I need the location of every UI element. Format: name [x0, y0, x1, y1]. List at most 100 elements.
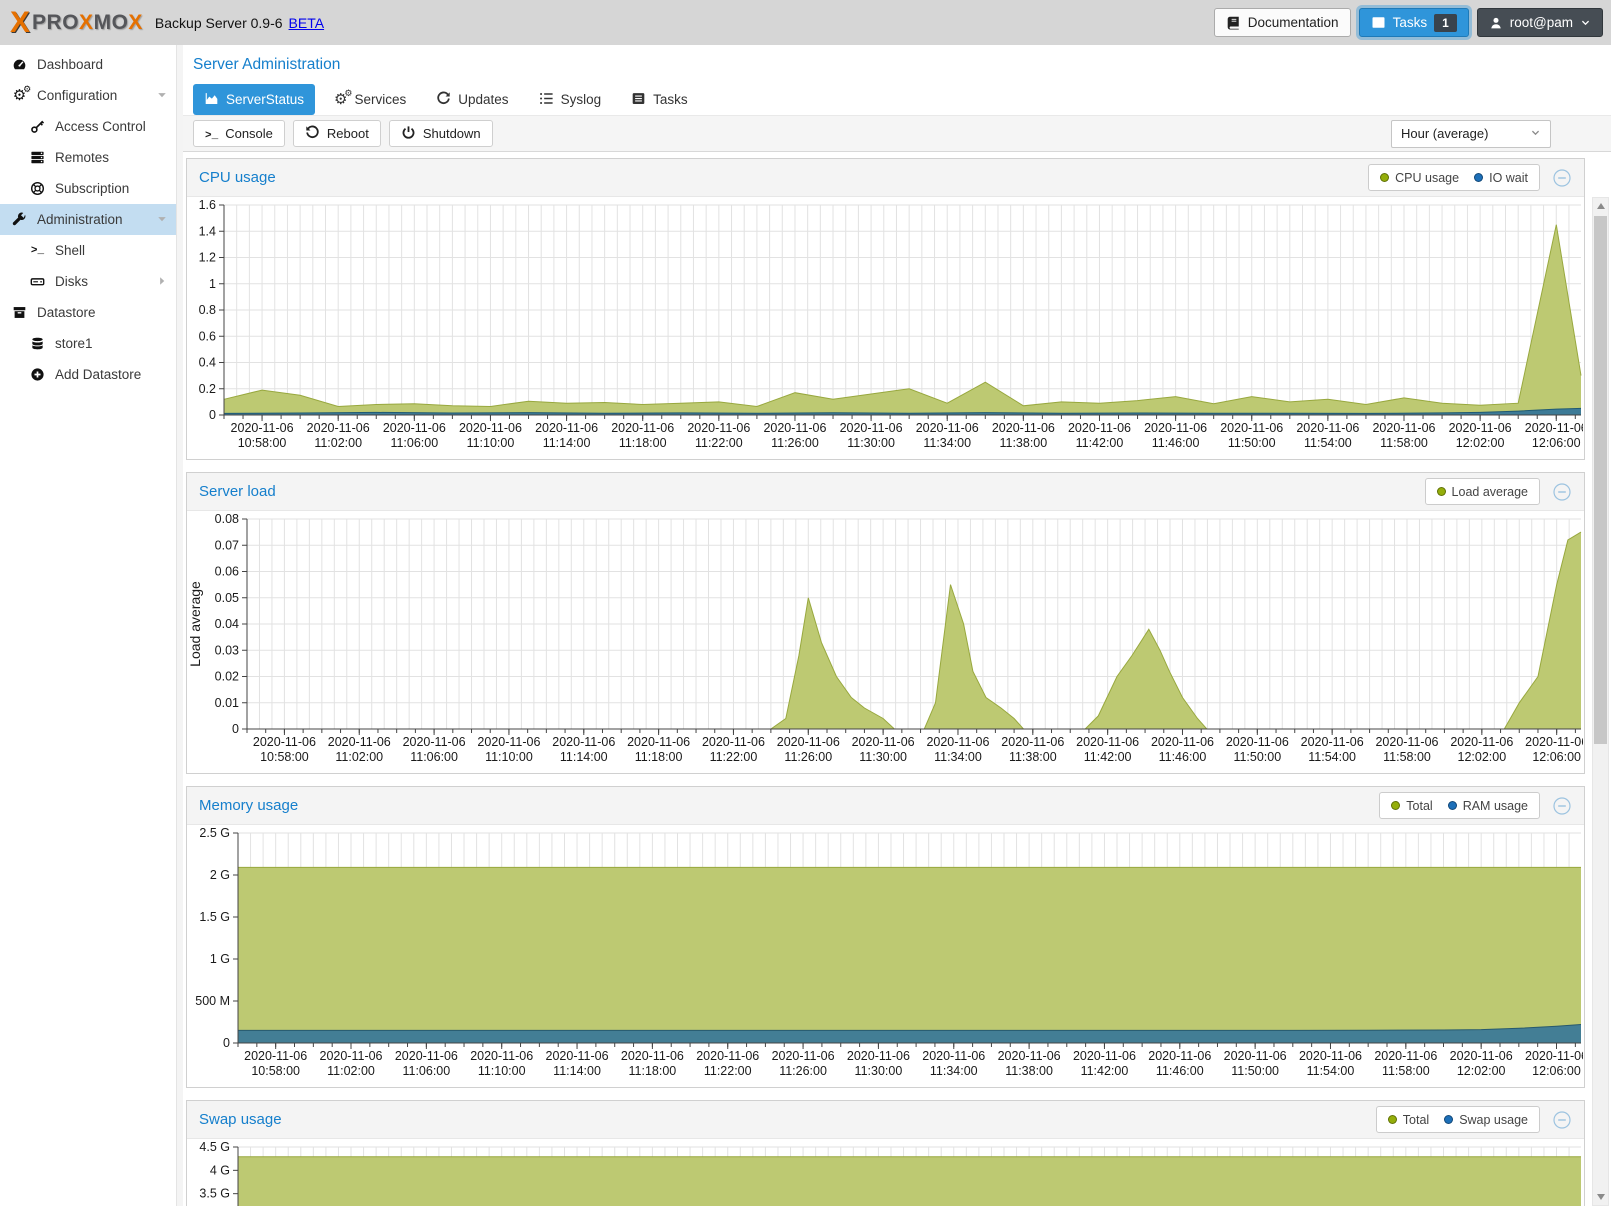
documentation-button-label: Documentation: [1247, 15, 1339, 30]
sidebar-item-label: Disks: [55, 274, 88, 289]
svg-text:1.2: 1.2: [199, 251, 216, 265]
legend-item: Swap usage: [1444, 1113, 1528, 1127]
tab-updates[interactable]: Updates: [425, 84, 519, 115]
beta-link[interactable]: BETA: [288, 14, 325, 31]
timeframe-select[interactable]: Hour (average): [1391, 119, 1551, 148]
svg-text:0: 0: [209, 408, 216, 422]
svg-text:2020-11-06: 2020-11-06: [1525, 421, 1583, 435]
svg-text:11:42:00: 11:42:00: [1084, 750, 1132, 764]
svg-text:0: 0: [223, 1036, 230, 1050]
svg-text:2020-11-06: 2020-11-06: [535, 421, 598, 435]
tab-serverstatus[interactable]: ServerStatus: [193, 84, 316, 115]
svg-text:2020-11-06: 2020-11-06: [231, 421, 294, 435]
expander-right-icon[interactable]: [156, 275, 168, 290]
svg-text:12:06:00: 12:06:00: [1532, 436, 1581, 450]
sidebar-item-label: Administration: [37, 212, 123, 227]
svg-text:11:38:00: 11:38:00: [1009, 750, 1057, 764]
power-icon: [401, 125, 416, 143]
svg-text:11:18:00: 11:18:00: [619, 436, 667, 450]
svg-text:2020-11-06: 2020-11-06: [840, 421, 903, 435]
scroll-down-arrow-icon[interactable]: [1593, 1189, 1608, 1205]
svg-text:11:18:00: 11:18:00: [629, 1064, 677, 1078]
svg-text:2020-11-06: 2020-11-06: [611, 421, 674, 435]
svg-text:2020-11-06: 2020-11-06: [320, 1049, 383, 1063]
documentation-button[interactable]: Documentation: [1213, 8, 1351, 37]
sidebar-item-label: Add Datastore: [55, 367, 142, 382]
user-menu-button[interactable]: root@pam: [1476, 8, 1603, 37]
reboot-button[interactable]: Reboot: [292, 120, 381, 147]
sidebar-item-store1[interactable]: store1: [0, 328, 176, 359]
sidebar-item-add-datastore[interactable]: Add Datastore: [0, 359, 176, 390]
cpu-usage-chart: 00.20.40.60.811.21.41.62020-11-0610:58:0…: [199, 198, 1583, 450]
tab-syslog[interactable]: Syslog: [528, 84, 613, 115]
svg-text:2020-11-06: 2020-11-06: [328, 735, 391, 749]
datastore-icon: [10, 305, 29, 320]
chevron-down-icon: [1580, 17, 1591, 28]
svg-text:0: 0: [232, 722, 239, 736]
expander-down-icon[interactable]: [156, 89, 168, 104]
brand-word: PROXMOX: [32, 10, 143, 34]
collapse-panel-icon[interactable]: [1553, 169, 1571, 192]
sidebar-item-access-control[interactable]: Access Control: [0, 111, 176, 142]
svg-text:2020-11-06: 2020-11-06: [1076, 735, 1139, 749]
console-button[interactable]: >_ Console: [193, 120, 285, 147]
sidebar-item-label: Datastore: [37, 305, 96, 320]
svg-text:11:42:00: 11:42:00: [1076, 436, 1124, 450]
tasks-button-label: Tasks: [1392, 15, 1428, 30]
sidebar-item-administration[interactable]: Administration: [0, 204, 176, 235]
expander-down-icon[interactable]: [156, 213, 168, 228]
sidebar-item-subscription[interactable]: Subscription: [0, 173, 176, 204]
sidebar-item-configuration[interactable]: ⚙ ⚙ Configuration: [0, 80, 176, 111]
sidebar-item-datastore[interactable]: Datastore: [0, 297, 176, 328]
shutdown-button[interactable]: Shutdown: [388, 120, 493, 147]
svg-text:11:14:00: 11:14:00: [543, 436, 591, 450]
svg-text:2020-11-06: 2020-11-06: [1068, 421, 1131, 435]
panel-title: Memory usage: [199, 797, 299, 814]
server-load-panel: Server load Load average 0 0.01 0.02 0.03 0.04…: [186, 472, 1585, 774]
tab-label: Updates: [458, 92, 509, 107]
legend-label: IO wait: [1489, 170, 1528, 185]
page-title: Server Administration: [193, 55, 341, 73]
scroll-up-arrow-icon[interactable]: [1593, 198, 1608, 214]
user-icon: [1489, 16, 1503, 30]
sidebar-item-shell[interactable]: >_ Shell: [0, 235, 176, 266]
legend-label: CPU usage: [1395, 170, 1460, 185]
scrollbar-thumb[interactable]: [1594, 216, 1607, 744]
svg-text:2020-11-06: 2020-11-06: [1450, 735, 1513, 749]
add-icon: [28, 367, 47, 382]
server-load-chart: 0 0.01 0.02 0.03 0.04 0.05 0.06 0.07 0.08 2020-11…: [187, 512, 1583, 764]
sidebar-item-remotes[interactable]: Remotes: [0, 142, 176, 173]
legend-dot-icon: [1387, 1115, 1397, 1124]
svg-text:500 M: 500 M: [195, 994, 230, 1008]
svg-text:2020-11-06: 2020-11-06: [1220, 421, 1283, 435]
memory-usage-panel: Memory usage Total RAM usage 0 500 M 1 G 1.5 G…: [186, 786, 1585, 1088]
sidebar-item-disks[interactable]: Disks: [0, 266, 176, 297]
tab-services[interactable]: ⚙ ⚙ Services: [323, 84, 417, 115]
chart-panels: CPU usage CPU usage IO wait 0 0.2 0.4 0.6 0.8 1 1…: [183, 152, 1611, 1206]
svg-text:2020-11-06: 2020-11-06: [552, 735, 615, 749]
collapse-panel-icon[interactable]: [1553, 797, 1571, 820]
tasks-button[interactable]: Tasks 1: [1358, 8, 1469, 37]
svg-text:10:58:00: 10:58:00: [238, 436, 287, 450]
sidebar-item-dashboard[interactable]: Dashboard: [0, 49, 176, 80]
svg-text:2020-11-06: 2020-11-06: [1224, 1049, 1287, 1063]
vertical-scrollbar[interactable]: [1592, 197, 1609, 1206]
collapse-panel-icon[interactable]: [1553, 483, 1571, 506]
svg-text:3.5 G: 3.5 G: [199, 1187, 230, 1201]
svg-text:2020-11-06: 2020-11-06: [1151, 735, 1214, 749]
svg-text:12:06:00: 12:06:00: [1532, 750, 1581, 764]
svg-text:2020-11-06: 2020-11-06: [998, 1049, 1061, 1063]
svg-text:2020-11-06: 2020-11-06: [383, 421, 446, 435]
tab-tasks[interactable]: Tasks: [620, 84, 699, 115]
tab-bar: ServerStatus ⚙ ⚙ Services Updates Syslog Tasks: [183, 84, 1611, 115]
sidebar-splitter[interactable]: [176, 45, 183, 1206]
svg-text:2020-11-06: 2020-11-06: [1374, 1049, 1437, 1063]
svg-text:2020-11-06: 2020-11-06: [1073, 1049, 1136, 1063]
memory-usage-legend: Total RAM usage: [1379, 792, 1540, 819]
collapse-panel-icon[interactable]: [1553, 1111, 1571, 1134]
swap-usage-legend: Total Swap usage: [1375, 1106, 1540, 1133]
svg-text:2020-11-06: 2020-11-06: [772, 1049, 835, 1063]
tab-label: Syslog: [560, 92, 602, 107]
svg-text:2020-11-06: 2020-11-06: [702, 735, 765, 749]
